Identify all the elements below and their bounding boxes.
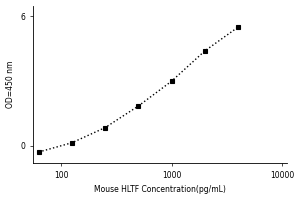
X-axis label: Mouse HLTF Concentration(pg/mL): Mouse HLTF Concentration(pg/mL)	[94, 185, 226, 194]
Y-axis label: OD=450 nm: OD=450 nm	[6, 61, 15, 108]
